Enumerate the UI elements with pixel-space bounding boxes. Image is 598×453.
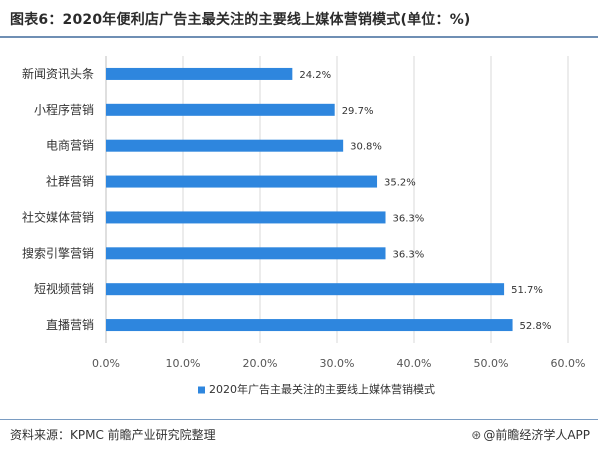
value-label: 24.2% [299,70,331,81]
legend: 2020年广告主最关注的主要线上媒体营销模式 [198,382,435,396]
category-label: 社交媒体营销 [22,209,94,224]
x-tick-label: 20.0% [243,357,278,370]
source-note: 资料来源：KPMC 前瞻产业研究院整理 [10,428,216,442]
category-label: 电商营销 [46,138,94,153]
x-tick-label: 50.0% [474,357,509,370]
value-label: 36.3% [393,249,425,260]
category-label: 直播营销 [46,318,94,332]
value-labels: 24.2% 29.7% 30.8% 35.2% 36.3% 36.3% 51.7% 52.8% [299,70,551,332]
bar [106,67,293,80]
bar [106,319,513,332]
category-label: 搜索引擎营销 [22,245,94,260]
bar [106,247,386,260]
value-label: 36.3% [393,213,425,224]
value-label: 30.8% [350,142,382,153]
bar [106,175,378,188]
value-label: 52.8% [520,321,552,332]
x-tick-label: 40.0% [397,357,432,370]
category-label: 短视频营销 [34,281,94,296]
qianzhan-logo-icon: ⊛ [471,428,482,442]
value-label: 29.7% [342,106,374,117]
x-tick-label: 10.0% [166,357,201,370]
bar [106,103,335,116]
category-label: 社群营销 [46,174,94,189]
footer-divider [0,419,598,420]
x-tick-label: 0.0% [92,357,120,370]
x-tick-label: 60.0% [551,357,586,370]
value-label: 51.7% [511,285,543,296]
bars [106,67,513,332]
bar [106,139,344,152]
x-tick-label: 30.0% [320,357,355,370]
grid-lines [105,56,569,343]
value-label: 35.2% [384,178,416,189]
bar-chart: 新闻资讯头条小程序营销电商营销社群营销社交媒体营销搜索引擎营销短视频营销直播营销… [22,56,585,396]
chart-title: 图表6：2020年便利店广告主最关注的主要线上媒体营销模式(单位：%) [10,12,471,28]
bar [106,211,386,224]
legend-label: 2020年广告主最关注的主要线上媒体营销模式 [209,382,435,396]
bar [106,283,505,296]
x-tick-labels: 0.0% 10.0% 20.0% 30.0% 40.0% 50.0% 60.0% [92,357,585,370]
category-label: 新闻资讯头条 [22,66,94,81]
legend-swatch [198,386,205,394]
brand-credit: ⊛ @前瞻经济学人APP [471,426,590,443]
title-divider [0,36,598,38]
brand-text: @前瞻经济学人APP [483,428,590,442]
category-label: 小程序营销 [34,102,94,117]
chart-area: 新闻资讯头条小程序营销电商营销社群营销社交媒体营销 搜索引擎营销短视频营销直播营销… [0,40,598,415]
